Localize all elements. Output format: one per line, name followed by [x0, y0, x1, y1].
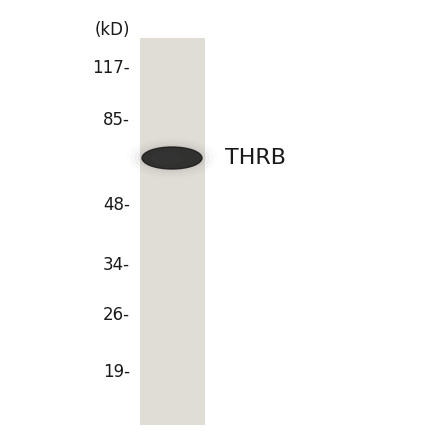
Text: 117-: 117-: [92, 59, 130, 77]
Ellipse shape: [142, 147, 202, 169]
Text: (kD): (kD): [95, 21, 130, 39]
Text: 34-: 34-: [103, 256, 130, 274]
Text: 26-: 26-: [103, 306, 130, 324]
Text: THRB: THRB: [225, 148, 286, 168]
Text: 19-: 19-: [103, 363, 130, 381]
Text: 85-: 85-: [103, 111, 130, 129]
Ellipse shape: [139, 145, 205, 171]
Ellipse shape: [152, 153, 182, 164]
Ellipse shape: [142, 147, 202, 169]
Bar: [140, 38, 205, 425]
Text: 48-: 48-: [103, 196, 130, 214]
